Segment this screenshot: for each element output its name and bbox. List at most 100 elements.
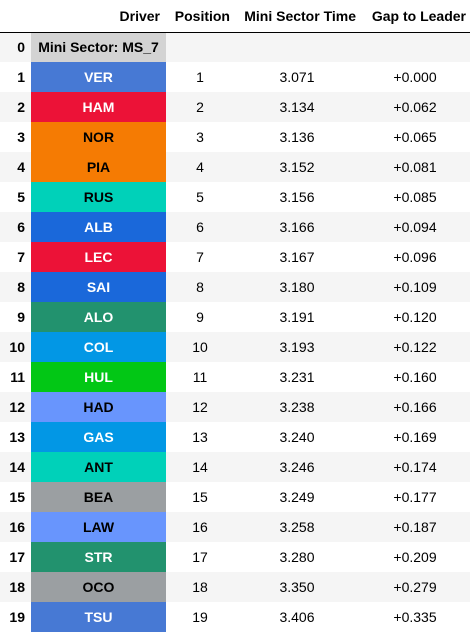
time-cell: 3.191 xyxy=(279,309,315,325)
table-row: 3 NOR 3 3.136 +0.065 xyxy=(0,122,470,152)
position-cell: 11 xyxy=(192,369,208,385)
row-index: 2 xyxy=(17,99,25,115)
gap-cell: +0.096 xyxy=(393,249,437,265)
gap-cell: +0.122 xyxy=(393,339,437,355)
row-index: 6 xyxy=(17,219,25,235)
gap-cell: +0.209 xyxy=(393,549,437,565)
position-cell: 17 xyxy=(192,549,208,565)
row-index: 3 xyxy=(17,129,25,145)
position-cell: 2 xyxy=(196,99,204,115)
time-cell: 3.156 xyxy=(279,189,315,205)
header-row: Driver Position Mini Sector Time Gap to … xyxy=(0,0,470,33)
position-cell: 3 xyxy=(196,129,204,145)
row-index: 1 xyxy=(17,69,25,85)
driver-cell: BEA xyxy=(31,482,166,512)
position-cell: 5 xyxy=(196,189,204,205)
row-index: 12 xyxy=(9,399,25,415)
time-cell: 3.180 xyxy=(279,279,315,295)
row-index: 7 xyxy=(17,249,25,265)
row-index: 16 xyxy=(9,519,25,535)
gap-cell: +0.085 xyxy=(393,189,437,205)
gap-cell: +0.279 xyxy=(393,579,437,595)
time-cell: 3.240 xyxy=(279,429,315,445)
driver-cell: PIA xyxy=(31,152,166,182)
time-column-header: Mini Sector Time xyxy=(234,0,360,33)
position-column-header: Position xyxy=(166,0,234,33)
table-row-section-header: 0 Mini Sector: MS_7 xyxy=(0,32,470,62)
gap-cell: +0.000 xyxy=(393,69,437,85)
position-cell: 15 xyxy=(192,489,208,505)
table-row: 7 LEC 7 3.167 +0.096 xyxy=(0,242,470,272)
position-cell: 14 xyxy=(192,459,208,475)
gap-cell: +0.335 xyxy=(393,609,437,625)
position-cell: 1 xyxy=(196,69,204,85)
gap-cell: +0.166 xyxy=(393,399,437,415)
position-cell: 16 xyxy=(192,519,208,535)
time-cell: 3.280 xyxy=(279,549,315,565)
driver-cell: VER xyxy=(31,62,166,92)
position-cell: 8 xyxy=(196,279,204,295)
row-index: 17 xyxy=(9,549,25,565)
table-row: 16 LAW 16 3.258 +0.187 xyxy=(0,512,470,542)
driver-cell: GAS xyxy=(31,422,166,452)
table-body: 0 Mini Sector: MS_7 1 VER 1 3.071 +0.000 2 HAM… xyxy=(0,32,470,632)
gap-cell xyxy=(360,32,470,62)
gap-column-header: Gap to Leader xyxy=(360,0,470,33)
gap-cell: +0.094 xyxy=(393,219,437,235)
driver-cell: HUL xyxy=(31,362,166,392)
driver-cell: RUS xyxy=(31,182,166,212)
driver-cell: LEC xyxy=(31,242,166,272)
section-header-label: Mini Sector: MS_7 xyxy=(31,32,166,62)
table-row: 2 HAM 2 3.134 +0.062 xyxy=(0,92,470,122)
row-index: 10 xyxy=(9,339,25,355)
time-cell: 3.136 xyxy=(279,129,315,145)
row-index: 13 xyxy=(9,429,25,445)
position-cell: 9 xyxy=(196,309,204,325)
table-row: 6 ALB 6 3.166 +0.094 xyxy=(0,212,470,242)
table-row: 12 HAD 12 3.238 +0.166 xyxy=(0,392,470,422)
time-cell: 3.258 xyxy=(279,519,315,535)
time-cell: 3.071 xyxy=(279,69,315,85)
driver-cell: LAW xyxy=(31,512,166,542)
table-row: 15 BEA 15 3.249 +0.177 xyxy=(0,482,470,512)
position-cell xyxy=(166,32,234,62)
row-index: 11 xyxy=(10,369,25,385)
time-cell: 3.166 xyxy=(279,219,315,235)
time-cell: 3.134 xyxy=(279,99,315,115)
gap-cell: +0.177 xyxy=(393,489,437,505)
position-cell: 13 xyxy=(192,429,208,445)
table-row: 13 GAS 13 3.240 +0.169 xyxy=(0,422,470,452)
position-cell: 7 xyxy=(196,249,204,265)
driver-cell: ALB xyxy=(31,212,166,242)
gap-cell: +0.120 xyxy=(393,309,437,325)
position-cell: 6 xyxy=(196,219,204,235)
position-cell: 19 xyxy=(192,609,208,625)
driver-cell: NOR xyxy=(31,122,166,152)
driver-cell: ALO xyxy=(31,302,166,332)
time-cell xyxy=(234,32,360,62)
table-row: 18 OCO 18 3.350 +0.279 xyxy=(0,572,470,602)
time-cell: 3.350 xyxy=(279,579,315,595)
row-index: 8 xyxy=(17,279,25,295)
row-index: 9 xyxy=(17,309,25,325)
row-index: 14 xyxy=(9,459,25,475)
time-cell: 3.152 xyxy=(279,159,315,175)
table-row: 19 TSU 19 3.406 +0.335 xyxy=(0,602,470,632)
row-index: 5 xyxy=(17,189,25,205)
time-cell: 3.406 xyxy=(279,609,315,625)
position-cell: 18 xyxy=(192,579,208,595)
driver-cell: OCO xyxy=(31,572,166,602)
position-cell: 10 xyxy=(192,339,208,355)
row-index: 15 xyxy=(9,489,25,505)
position-cell: 4 xyxy=(196,159,204,175)
gap-cell: +0.187 xyxy=(393,519,437,535)
time-cell: 3.231 xyxy=(279,369,315,385)
row-index: 19 xyxy=(9,609,25,625)
table-row: 8 SAI 8 3.180 +0.109 xyxy=(0,272,470,302)
time-cell: 3.249 xyxy=(279,489,315,505)
row-index: 18 xyxy=(9,579,25,595)
time-cell: 3.238 xyxy=(279,399,315,415)
table-row: 5 RUS 5 3.156 +0.085 xyxy=(0,182,470,212)
driver-cell: HAM xyxy=(31,92,166,122)
